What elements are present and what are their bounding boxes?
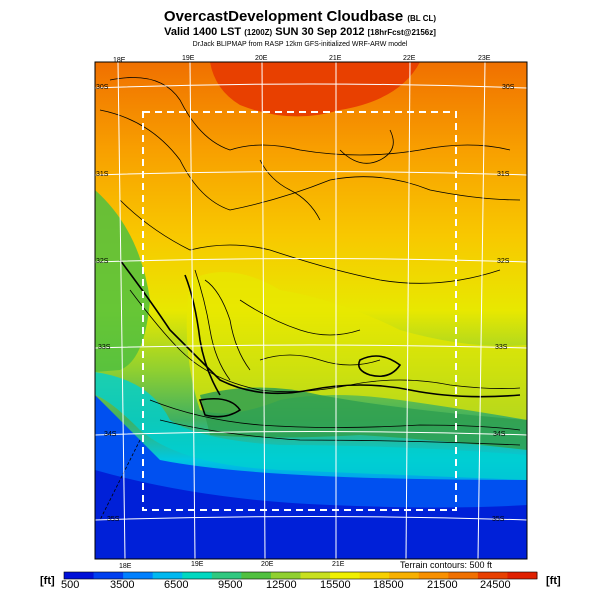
lon-label-top: 22E bbox=[403, 55, 416, 62]
lat-label-left: 35S bbox=[107, 516, 120, 523]
colorbar-tick: 21500 bbox=[427, 579, 458, 591]
graticule bbox=[95, 62, 527, 559]
colorbar-tick: 18500 bbox=[373, 579, 404, 591]
colorbar-tick: 6500 bbox=[164, 579, 189, 591]
forecast-tag: [18hrFcst@2156z] bbox=[367, 28, 436, 37]
lon-label-top: 20E bbox=[255, 55, 268, 62]
colorbar-swatch bbox=[477, 572, 508, 579]
lat-label-right: 34S bbox=[493, 431, 506, 438]
valid-tag: (1200Z) bbox=[244, 28, 273, 37]
colorbar-swatch bbox=[241, 572, 272, 579]
lat-label-left: 32S bbox=[96, 258, 109, 265]
lon-label-bottom: 20E bbox=[261, 561, 274, 568]
colorbar-unit-left: [ft] bbox=[40, 575, 55, 587]
map-frame bbox=[94, 61, 528, 560]
lat-label-left: 34S bbox=[104, 431, 117, 438]
colorbar-unit-right: [ft] bbox=[546, 575, 561, 587]
lon-label-top: 21E bbox=[329, 55, 342, 62]
lon-label-top: 23E bbox=[478, 55, 491, 62]
lon-label-bottom: 19E bbox=[191, 561, 204, 568]
colorbar-swatch bbox=[448, 572, 479, 579]
title-tag: (BL CL) bbox=[407, 14, 437, 23]
lon-label-bottom: 18E bbox=[119, 563, 132, 570]
colorbar-swatch bbox=[418, 572, 449, 579]
lat-label-left: 33S bbox=[98, 344, 111, 351]
valid-date: SUN 30 Sep 2012 bbox=[275, 26, 365, 38]
lat-label-right: 31S bbox=[497, 171, 510, 178]
colorbar-frame bbox=[63, 571, 538, 580]
lat-label-left: 30S bbox=[96, 84, 109, 91]
colorbar-tick: 12500 bbox=[266, 579, 297, 591]
valid-time: Valid 1400 LST (1200Z) SUN 30 Sep 2012 [… bbox=[0, 26, 600, 38]
colorbar-swatch bbox=[64, 572, 95, 579]
west-green-zone bbox=[95, 190, 150, 372]
colorbar-swatch bbox=[300, 572, 331, 579]
terrain-note: Terrain contours: 500 ft bbox=[400, 560, 493, 570]
lat-label-right: 33S bbox=[495, 344, 508, 351]
colorbar-tick: 15500 bbox=[320, 579, 351, 591]
colorbar-tick: 24500 bbox=[480, 579, 511, 591]
map-field bbox=[95, 62, 527, 559]
map-title: OvercastDevelopment Cloudbase (BL CL) bbox=[0, 8, 600, 25]
colorbar-swatch bbox=[330, 572, 361, 579]
lat-label-left: 31S bbox=[96, 171, 109, 178]
lon-label-bottom: 21E bbox=[332, 561, 345, 568]
inner-domain-box bbox=[142, 111, 457, 511]
interior-yellow-zone bbox=[186, 272, 527, 420]
colorbar-tick: 500 bbox=[61, 579, 80, 591]
colorbar-swatch bbox=[182, 572, 213, 579]
lon-label-top: 18E bbox=[113, 57, 126, 64]
lat-label-right: 30S bbox=[502, 84, 515, 91]
colorbar bbox=[63, 571, 538, 580]
colorbar-swatch bbox=[123, 572, 154, 579]
ocean-cyan-zone bbox=[95, 372, 527, 480]
colorbar-swatch bbox=[507, 572, 538, 579]
colorbar-swatch bbox=[211, 572, 242, 579]
colorbar-tick: 3500 bbox=[110, 579, 135, 591]
ocean-deep-zone bbox=[95, 470, 527, 559]
colorbar-swatch bbox=[359, 572, 390, 579]
lat-label-right: 32S bbox=[497, 258, 510, 265]
lon-label-top: 19E bbox=[182, 55, 195, 62]
terrain-contours bbox=[99, 77, 521, 521]
colorbar-swatch bbox=[389, 572, 420, 579]
coastal-green-zone bbox=[200, 387, 527, 450]
colorbar-tick: 9500 bbox=[218, 579, 243, 591]
colorbar-swatch bbox=[93, 572, 124, 579]
title-text: OvercastDevelopment Cloudbase bbox=[163, 8, 404, 25]
valid-text: Valid 1400 LST bbox=[164, 26, 242, 38]
colorbar-swatch bbox=[152, 572, 183, 579]
credit-line: DrJack BLIPMAP from RASP 12km GFS-initia… bbox=[192, 41, 408, 48]
colorbar-swatch bbox=[270, 572, 301, 579]
lat-label-right: 35S bbox=[492, 516, 505, 523]
